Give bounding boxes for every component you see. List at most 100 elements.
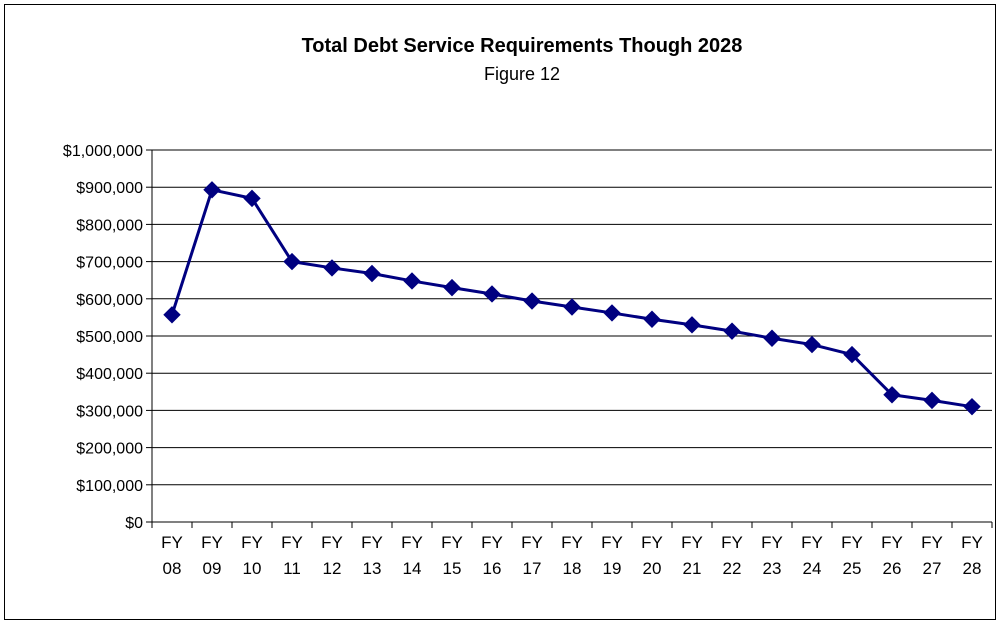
x-tick-label: FY 12 [321,533,343,578]
x-tick-label: FY 26 [881,533,903,578]
x-tick-label-line1: FY [841,533,863,552]
x-tick-label: FY 19 [601,533,623,578]
x-tick-label: FY 28 [961,533,983,578]
x-tick-label: FY 25 [841,533,863,578]
x-tick-label-line1: FY [521,533,543,552]
y-tick-label: $900,000 [76,180,143,197]
axes [146,149,993,528]
data-point-marker [483,285,501,303]
x-tick-label-line2: 21 [683,559,702,578]
x-tick-label-line2: 23 [763,559,782,578]
x-tick-label-line2: 17 [523,559,542,578]
y-tick-label: $0 [125,515,143,532]
data-point-marker [803,335,821,354]
x-tick-label: FY 15 [441,533,463,578]
x-tick-label-line2: 11 [283,559,301,578]
x-tick-label: FY 20 [641,533,663,578]
y-tick-label: $200,000 [76,441,143,458]
y-tick-label: $800,000 [76,217,143,234]
x-tick-label: FY 10 [241,533,263,578]
x-tick-label-line1: FY [881,533,903,552]
data-point-marker [683,316,701,334]
x-tick-label: FY 08 [161,533,183,578]
x-tick-label-line2: 20 [643,559,662,578]
series-layer [163,181,981,416]
x-tick-label-line2: 22 [723,559,742,578]
y-tick-label: $700,000 [76,255,143,272]
x-tick-label-line1: FY [481,533,503,552]
x-tick-label-line2: 09 [203,559,222,578]
x-tick-label: FY 14 [401,533,423,578]
y-tick-label: $600,000 [76,292,143,309]
x-tick-label-line2: 24 [803,559,822,578]
x-tick-label-line2: 12 [323,559,342,578]
x-tick-label-line1: FY [321,533,343,552]
x-tick-label-line2: 18 [563,559,582,578]
x-tick-label-line2: 26 [883,559,902,578]
x-tick-label-line2: 27 [923,559,942,578]
chart-title: Total Debt Service Requirements Though 2… [302,35,743,57]
x-tick-label: FY 22 [721,533,743,578]
data-point-marker [243,189,261,208]
chart-subtitle: Figure 12 [484,64,560,84]
x-axis-ticks: FY 08 FY 09 FY 10 FY 11 FY 12 FY 13 FY 14 FY 15 FY 16 FY 17… [161,533,983,578]
data-point-marker [203,181,221,199]
data-point-marker [603,304,621,322]
x-tick-label-line1: FY [601,533,623,552]
x-tick-label-line1: FY [761,533,783,552]
y-tick-label: $300,000 [76,403,143,420]
data-point-marker [443,278,461,297]
x-tick-label-line1: FY [681,533,703,552]
x-tick-label-line1: FY [241,533,263,552]
x-tick-label: FY 17 [521,533,543,578]
y-tick-label: $1,000,000 [63,143,143,160]
x-tick-label-line2: 25 [843,559,862,578]
data-point-marker [323,259,341,277]
x-tick-label-line2: 08 [163,559,182,578]
x-tick-label: FY 24 [801,533,823,578]
x-tick-label: FY 16 [481,533,503,578]
x-tick-label-line1: FY [721,533,743,552]
x-tick-label-line2: 14 [403,559,422,578]
x-tick-label-line2: 16 [483,559,502,578]
y-tick-label: $500,000 [76,329,143,346]
data-point-marker [763,329,781,347]
x-tick-label-line2: 15 [443,559,462,578]
data-point-marker [843,345,861,364]
x-tick-label: FY 27 [921,533,943,578]
data-point-marker [403,272,421,290]
x-tick-label: FY 09 [201,533,223,578]
data-point-marker [363,264,381,283]
x-tick-label-line1: FY [961,533,983,552]
series-line [170,188,973,409]
x-tick-label-line1: FY [281,533,303,552]
x-tick-label: FY 23 [761,533,783,578]
y-axis-ticks: $0 $100,000 $200,000 $300,000 $400,000 $500,0… [63,143,143,532]
x-tick-label-line1: FY [161,533,183,552]
data-point-marker [643,310,661,328]
gridlines [152,149,992,486]
x-tick-label-line1: FY [361,533,383,552]
x-tick-label-line2: 28 [963,559,982,578]
x-tick-label-line2: 19 [603,559,622,578]
x-tick-label-line1: FY [801,533,823,552]
y-tick-label: $100,000 [76,478,143,495]
x-tick-label: FY 21 [681,533,703,578]
data-point-marker [563,298,581,316]
data-point-marker [723,322,741,340]
x-tick-label: FY 13 [361,533,383,578]
x-tick-label-line1: FY [201,533,223,552]
x-tick-label-line1: FY [641,533,663,552]
data-point-marker [283,252,301,271]
x-tick-label: FY 11 [281,533,303,578]
x-tick-label-line1: FY [441,533,463,552]
x-tick-label-line1: FY [561,533,583,552]
data-point-marker [163,306,181,324]
data-point-marker [963,397,981,416]
y-tick-label: $400,000 [76,366,143,383]
x-tick-label-line1: FY [401,533,423,552]
x-tick-label: FY 18 [561,533,583,578]
data-point-marker [523,292,541,310]
x-tick-label-line2: 13 [363,559,382,578]
